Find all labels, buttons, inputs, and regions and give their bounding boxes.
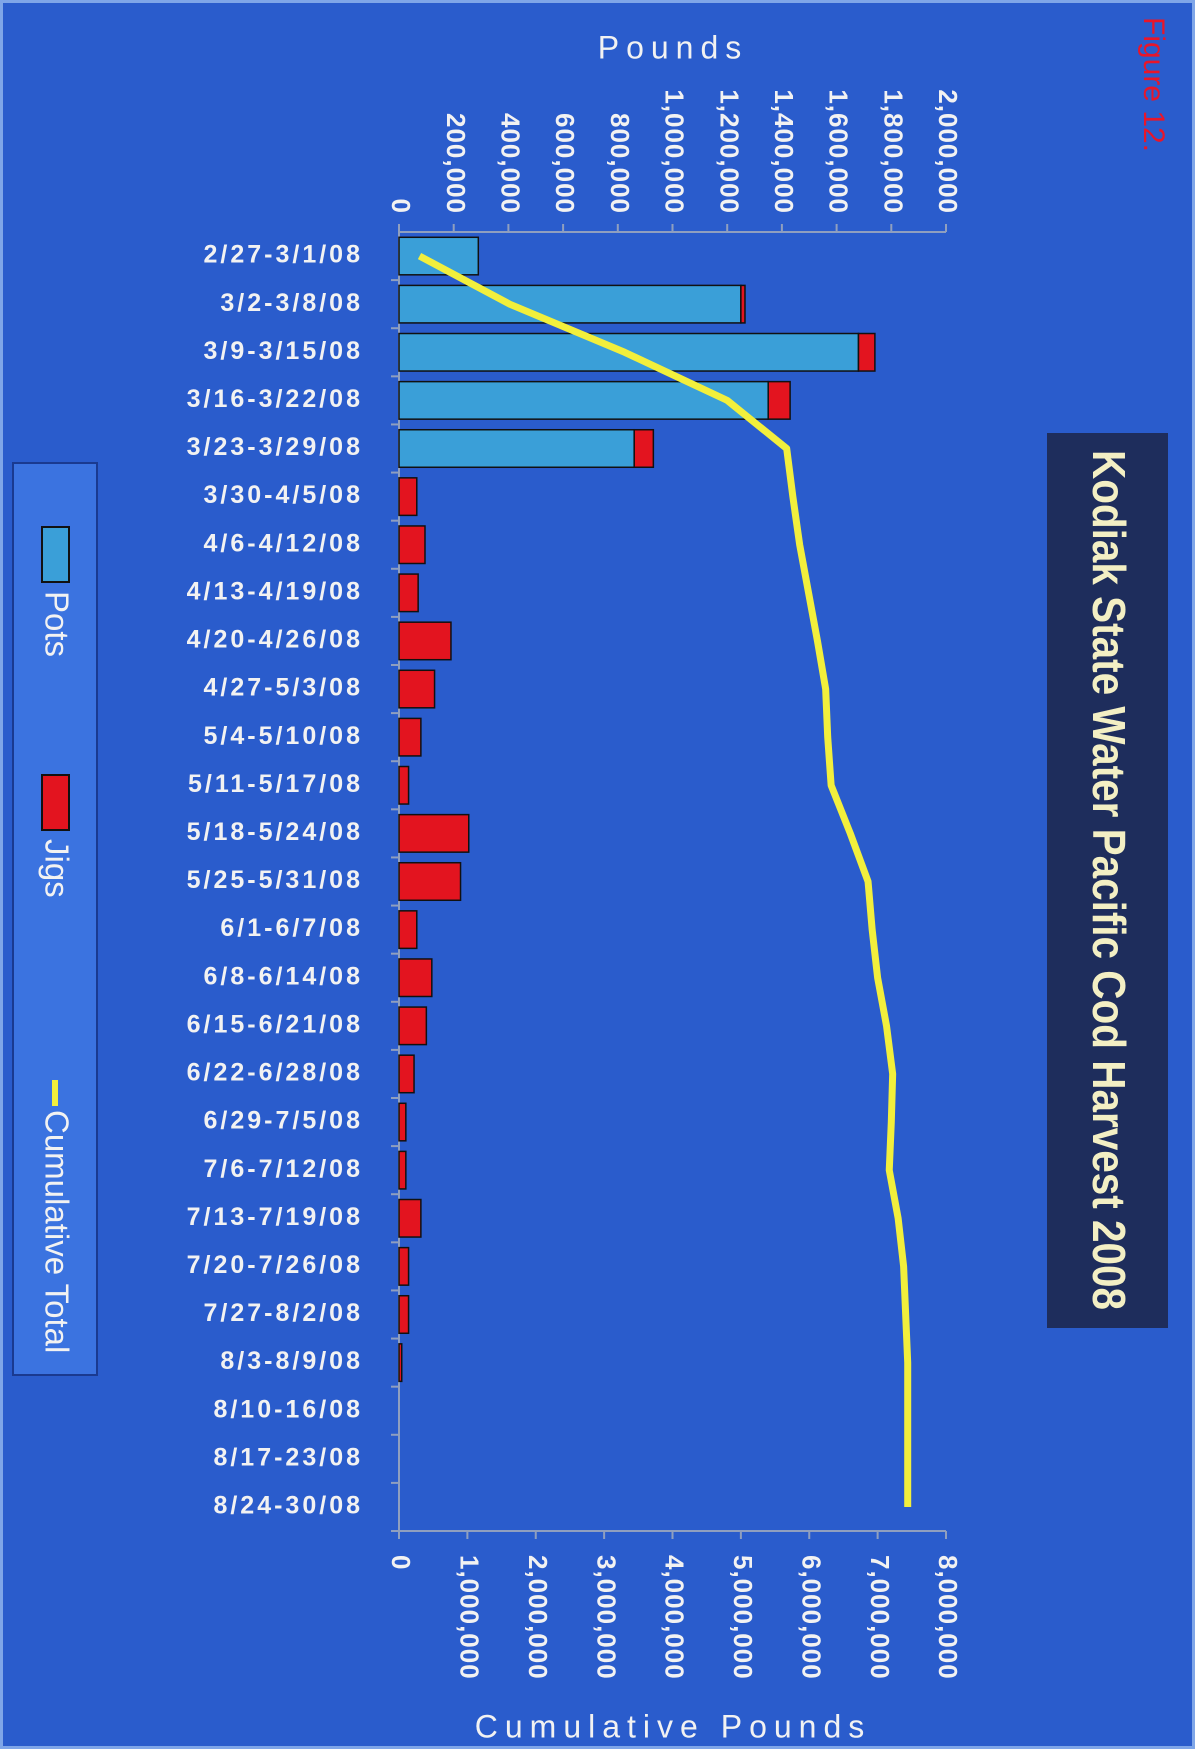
- x-tick-label: 6/29-7/5/08: [204, 1107, 364, 1135]
- bar: [740, 284, 746, 324]
- legend-label: Jigs: [38, 839, 75, 898]
- x-tick-label: 6/1-6/7/08: [220, 914, 363, 942]
- bar: [398, 1006, 428, 1046]
- y-tick-label: 1,400,000: [769, 89, 799, 214]
- bar: [398, 1054, 415, 1094]
- y-tick-label: 600,000: [550, 113, 580, 214]
- bar: [398, 861, 462, 902]
- y2-tick-label: 7,000,000: [865, 1555, 895, 1680]
- x-tick-label: 8/24-30/08: [213, 1492, 363, 1520]
- y2-tick-label: 4,000,000: [660, 1555, 690, 1680]
- bar: [767, 380, 791, 420]
- y-tick-label: 2,000,000: [933, 89, 963, 214]
- legend-label: Cumulative Total: [38, 1110, 75, 1353]
- y2-tick-label: 6,000,000: [796, 1555, 826, 1680]
- x-tick-label: 4/20-4/26/08: [187, 626, 363, 654]
- bar: [398, 910, 418, 950]
- bar: [398, 428, 635, 469]
- y-tick-label: 1,600,000: [824, 89, 854, 214]
- x-tick-label: 3/16-3/22/08: [187, 385, 363, 413]
- bar: [398, 525, 426, 565]
- bar: [398, 1198, 422, 1238]
- y-axis-title: Pounds: [598, 29, 749, 65]
- y2-tick-label: 2,000,000: [523, 1555, 553, 1680]
- legend-swatch: [41, 774, 70, 831]
- x-tick-label: 5/11-5/17/08: [188, 770, 363, 798]
- legend-swatch: [41, 526, 70, 583]
- x-tick-label: 7/13-7/19/08: [187, 1203, 363, 1231]
- x-tick-label: 6/15-6/21/08: [187, 1010, 363, 1038]
- legend-box: [12, 462, 98, 1376]
- bar: [398, 1246, 410, 1286]
- bar: [398, 717, 422, 757]
- bar: [398, 1294, 410, 1335]
- x-tick-label: 8/10-16/08: [213, 1395, 363, 1423]
- x-tick-label: 5/25-5/31/08: [187, 866, 363, 894]
- y-tick-label: 800,000: [605, 113, 635, 214]
- x-tick-label: 8/17-23/08: [213, 1443, 363, 1471]
- x-tick-label: 6/22-6/28/08: [187, 1059, 363, 1087]
- bar: [398, 284, 742, 324]
- y-tick-label: 200,000: [441, 113, 471, 214]
- x-tick-label: 7/6-7/12/08: [204, 1155, 364, 1183]
- x-tick-label: 3/9-3/15/08: [204, 337, 364, 365]
- legend-label: Pots: [38, 591, 75, 657]
- cumulative-line: [417, 252, 912, 1507]
- y2-tick-label: 3,000,000: [591, 1555, 621, 1680]
- y-tick-label: 1,800,000: [878, 89, 908, 214]
- bar: [398, 380, 769, 420]
- x-tick-label: 2/27-3/1/08: [204, 241, 364, 269]
- y-tick-label: 0: [386, 199, 416, 214]
- chart-title: Kodiak State Water Pacific Cod Harvest 2…: [1083, 450, 1135, 1310]
- bar: [398, 669, 436, 709]
- y-tick-label: 400,000: [496, 113, 526, 214]
- bar: [398, 765, 410, 805]
- bar: [398, 1102, 407, 1142]
- y-tick-label: 1,000,000: [660, 89, 690, 214]
- bar: [398, 1150, 407, 1190]
- y2-axis-title: Cumulative Pounds: [475, 1708, 871, 1744]
- x-tick-label: 4/13-4/19/08: [187, 577, 363, 605]
- y2-tick-label: 5,000,000: [728, 1555, 758, 1680]
- x-tick-label: 5/18-5/24/08: [187, 818, 363, 846]
- x-tick-label: 7/20-7/26/08: [187, 1251, 363, 1279]
- x-tick-label: 6/8-6/14/08: [204, 962, 364, 990]
- x-tick-label: 8/3-8/9/08: [220, 1347, 363, 1375]
- y2-tick-label: 1,000,000: [455, 1555, 485, 1680]
- bar: [857, 332, 876, 372]
- figure-label: Figure 12.: [1137, 17, 1170, 152]
- bar: [398, 958, 433, 998]
- y-tick-label: 1,200,000: [714, 89, 744, 214]
- y2-tick-label: 8,000,000: [933, 1555, 963, 1680]
- bar: [398, 573, 419, 613]
- x-tick-label: 4/6-4/12/08: [204, 529, 364, 557]
- x-tick-label: 4/27-5/3/08: [204, 674, 364, 702]
- bar: [398, 621, 452, 661]
- bar: [398, 236, 480, 276]
- bar: [398, 477, 418, 517]
- bar: [633, 428, 655, 469]
- x-tick-label: 7/27-8/2/08: [204, 1299, 364, 1327]
- x-tick-label: 3/23-3/29/08: [187, 433, 363, 461]
- bar: [398, 1343, 403, 1383]
- x-tick-label: 3/30-4/5/08: [204, 481, 364, 509]
- title-box: [1047, 433, 1168, 1328]
- x-tick-label: 3/2-3/8/08: [220, 289, 363, 317]
- bar: [398, 813, 470, 853]
- y2-tick-label: 0: [386, 1555, 416, 1570]
- x-tick-label: 5/4-5/10/08: [204, 722, 364, 750]
